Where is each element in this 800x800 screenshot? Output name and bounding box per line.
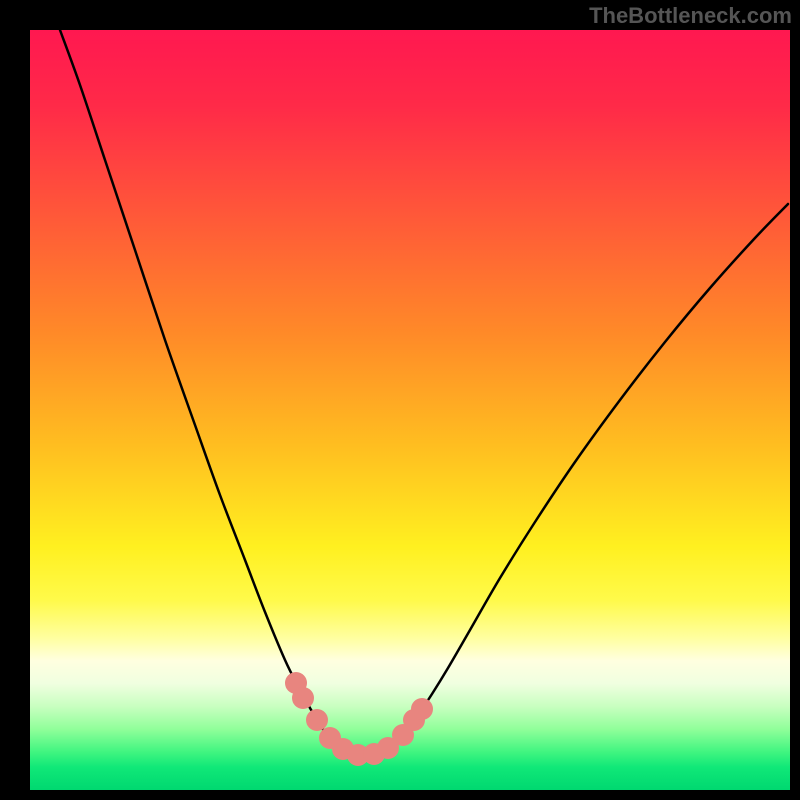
plot-area — [30, 30, 790, 790]
curve-marker — [306, 709, 328, 731]
curve-marker — [411, 698, 433, 720]
chart-container: TheBottleneck.com — [0, 0, 800, 800]
watermark-text: TheBottleneck.com — [589, 3, 792, 29]
curve-marker — [292, 687, 314, 709]
chart-svg — [0, 0, 800, 800]
